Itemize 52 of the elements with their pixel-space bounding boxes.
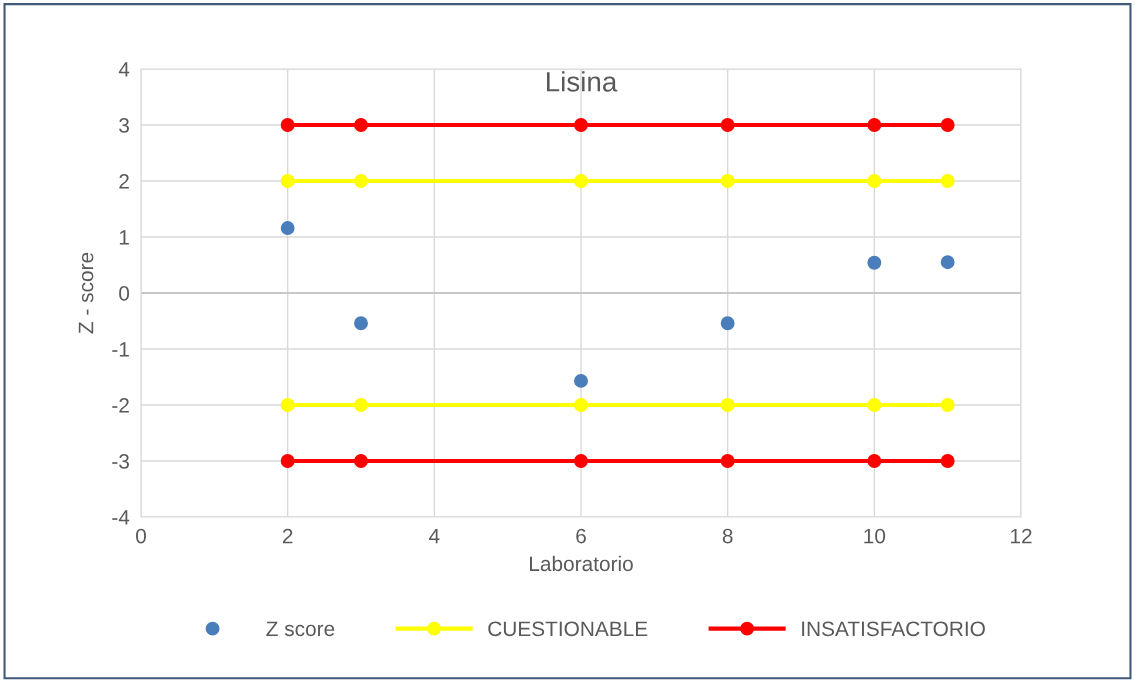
x-tick-label: 4 [429,528,440,544]
y-tick-label: 4 [118,62,130,77]
point [720,174,735,188]
point [354,316,368,331]
y-tick-label: -2 [112,398,129,413]
point [280,454,295,468]
x-tick-label: 0 [136,528,146,544]
point [574,373,588,388]
point [574,118,588,132]
y-tick-label: 0 [119,286,130,301]
x-tick-label: 6 [576,528,586,544]
point [574,398,588,412]
point [867,174,882,188]
legend-label: CUESTIONABLE [488,621,648,637]
legend-label: INSATISFACTORIO [802,621,985,637]
y-tick-label: -4 [112,510,130,525]
point [940,255,955,270]
point [354,118,368,132]
point [574,174,588,188]
point [280,398,295,412]
point [720,454,735,468]
x-tick-label: 8 [722,528,733,544]
y-tick-label: 2 [119,174,129,189]
point [867,398,882,412]
chart-title: Lisina [546,71,618,92]
y-tick-label: 1 [119,230,129,245]
point [940,174,955,188]
x-tick-label: 12 [1011,528,1032,544]
point [940,118,955,132]
point [280,118,295,132]
point [280,174,295,188]
point [867,255,882,270]
y-tick-label: 3 [119,118,129,133]
y-axis-title: Z - score [78,252,94,334]
point [940,398,955,412]
point [354,398,368,412]
y-tick-label: -3 [112,454,129,469]
y-tick-label: -1 [112,342,129,357]
x-axis-title: Laboratorio [530,555,633,572]
point [574,454,588,468]
legend-label: Z score [266,621,335,637]
x-tick-label: 10 [864,528,886,544]
point [720,316,735,331]
point [280,221,295,235]
x-tick-label: 2 [282,528,293,544]
point [940,454,955,468]
point [720,118,735,132]
point [354,454,368,468]
point [867,118,882,132]
point [867,454,882,468]
point [354,174,368,188]
point [720,398,735,412]
